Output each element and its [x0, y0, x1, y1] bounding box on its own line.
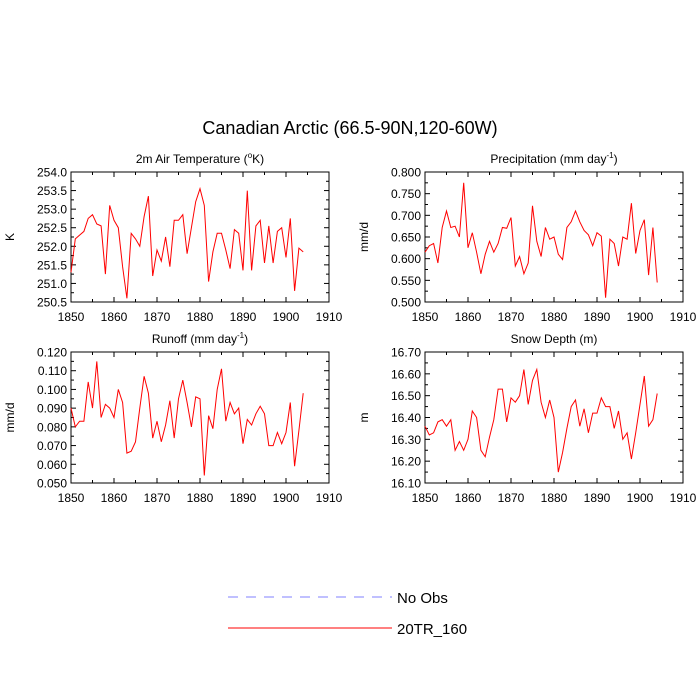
y-axis-label: mm/d: [3, 403, 17, 433]
y-tick-label: 252.5: [37, 221, 67, 235]
x-tick-label: 1900: [627, 491, 654, 505]
x-tick-label: 1890: [230, 491, 257, 505]
chart-panel-air-temperature: 2m Air Temperature (oK) K 1850 1860 1870 1880…: [3, 151, 343, 324]
y-tick-label: 0.080: [37, 420, 67, 434]
y-axis-label: m: [357, 413, 371, 423]
y-tick-label: 253.5: [37, 184, 67, 198]
series-line-20tr-160: [424, 182, 658, 298]
x-tick-label: 1850: [412, 491, 439, 505]
y-tick-label: 251.5: [37, 258, 67, 272]
panel-title: Snow Depth (m): [511, 332, 598, 346]
y-tick-label: 0.100: [37, 383, 67, 397]
y-tick-label: 16.60: [391, 367, 421, 381]
x-tick-label: 1910: [316, 310, 343, 324]
x-tick-label: 1860: [455, 491, 482, 505]
y-tick-label: 0.750: [391, 187, 421, 201]
y-tick-label: 16.50: [391, 389, 421, 403]
panel-title: Runoff (mm day-1): [152, 331, 248, 346]
x-tick-label: 1910: [316, 491, 343, 505]
y-tick-label: 16.10: [391, 477, 421, 491]
y-tick-label: 0.070: [37, 439, 67, 453]
x-tick-label: 1890: [584, 310, 611, 324]
y-tick-label: 0.060: [37, 458, 67, 472]
y-tick-label: 251.0: [37, 277, 67, 291]
y-axis-label: K: [3, 233, 17, 241]
y-tick-label: 252.0: [37, 240, 67, 254]
x-tick-label: 1900: [273, 491, 300, 505]
panel-title-text: Precipitation (mm day: [490, 152, 606, 166]
x-tick-label: 1910: [670, 310, 697, 324]
panel-title: 2m Air Temperature (oK): [136, 151, 264, 166]
y-tick-label: 0.800: [391, 166, 421, 180]
x-tick-label: 1880: [187, 491, 214, 505]
legend-label-no-obs: No Obs: [397, 590, 448, 607]
y-tick-label: 0.110: [38, 364, 67, 378]
x-tick-label: 1910: [670, 491, 697, 505]
panel-title-text: Runoff (mm day: [152, 332, 237, 346]
y-tick-label: 0.700: [391, 209, 421, 223]
y-tick-label: 0.650: [391, 231, 421, 245]
y-tick-label: 0.120: [37, 346, 67, 360]
x-tick-label: 1860: [101, 491, 128, 505]
series-line-20tr-160: [70, 361, 304, 476]
panel-title-text-end: ): [244, 332, 248, 346]
series-line-20tr-160: [70, 186, 304, 299]
y-tick-label: 0.550: [391, 274, 421, 288]
x-tick-label: 1890: [230, 310, 257, 324]
x-tick-label: 1870: [498, 310, 525, 324]
chart-panel-snow-depth: Snow Depth (m) m 1850 1860 1870 1880 1890 1900 1…: [357, 332, 697, 505]
y-tick-label: 16.30: [391, 433, 421, 447]
x-tick-label: 1850: [58, 491, 85, 505]
y-axis-label: mm/d: [357, 222, 371, 252]
y-tick-label: 16.20: [391, 455, 421, 469]
legend-label-20tr-160: 20TR_160: [397, 621, 467, 638]
series-line-20tr-160: [424, 367, 658, 473]
panel-title-superscript: o: [248, 151, 253, 160]
y-tick-label: 0.600: [391, 252, 421, 266]
y-tick-label: 250.5: [37, 296, 67, 310]
chart-panel-runoff: Runoff (mm day-1) mm/d 1850 1860 1870 1880 189…: [3, 331, 343, 505]
x-tick-label: 1900: [627, 310, 654, 324]
x-tick-label: 1900: [273, 310, 300, 324]
x-tick-label: 1850: [412, 310, 439, 324]
chart-panels: 2m Air Temperature (oK) K 1850 1860 1870 1880…: [3, 151, 697, 505]
x-tick-label: 1880: [541, 310, 568, 324]
panel-title-text-end: K): [252, 152, 264, 166]
x-tick-label: 1870: [498, 491, 525, 505]
panel-title-text: 2m Air Temperature (: [136, 152, 248, 166]
page-title: Canadian Arctic (66.5-90N,120-60W): [202, 118, 497, 138]
panel-title-text-end: ): [614, 152, 618, 166]
x-tick-label: 1880: [187, 310, 214, 324]
legend: No Obs 20TR_160: [228, 590, 467, 638]
panel-title-superscript: -1: [606, 151, 614, 160]
chart-panel-precipitation: Precipitation (mm day-1) mm/d 1850 1860 1870…: [357, 151, 697, 324]
panel-title-superscript: -1: [237, 331, 245, 340]
x-tick-label: 1870: [144, 310, 171, 324]
y-tick-label: 0.090: [37, 402, 67, 416]
y-tick-label: 0.500: [391, 296, 421, 310]
x-tick-label: 1890: [584, 491, 611, 505]
x-tick-label: 1870: [144, 491, 171, 505]
y-tick-label: 254.0: [37, 166, 67, 180]
panel-title-text: Snow Depth (m): [511, 332, 598, 346]
y-tick-label: 16.40: [391, 411, 421, 425]
x-tick-label: 1850: [58, 310, 85, 324]
y-tick-label: 0.050: [37, 477, 67, 491]
panel-title: Precipitation (mm day-1): [490, 151, 617, 166]
y-tick-label: 253.0: [37, 203, 67, 217]
x-tick-label: 1880: [541, 491, 568, 505]
y-tick-label: 16.70: [391, 346, 421, 360]
x-tick-label: 1860: [455, 310, 482, 324]
x-tick-label: 1860: [101, 310, 128, 324]
